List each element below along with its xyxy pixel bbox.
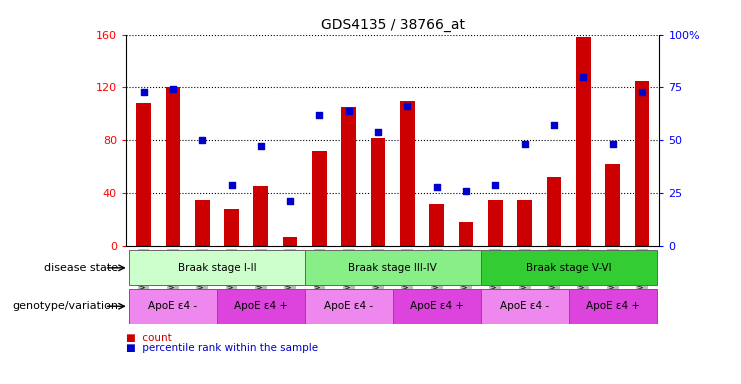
Point [225, 182, 237, 188]
Point [285, 199, 296, 205]
Text: ApoE ε4 +: ApoE ε4 + [410, 301, 464, 311]
Text: genotype/variation: genotype/variation [13, 301, 119, 311]
Point [577, 74, 589, 80]
Text: ApoE ε4 +: ApoE ε4 + [585, 301, 639, 311]
Point [372, 129, 384, 135]
Point [489, 182, 501, 188]
Point [138, 89, 150, 95]
Bar [370, 137, 385, 246]
Text: Braak stage I-II: Braak stage I-II [178, 263, 256, 273]
Bar [547, 177, 561, 246]
Bar [459, 222, 473, 246]
Bar [129, 250, 305, 285]
Point [255, 144, 267, 150]
Text: ■  percentile rank within the sample: ■ percentile rank within the sample [126, 343, 318, 353]
Point [548, 122, 560, 129]
Text: ApoE ε4 -: ApoE ε4 - [500, 301, 549, 311]
Bar [488, 200, 502, 246]
Bar [305, 250, 481, 285]
Bar [393, 289, 481, 324]
Point [431, 184, 442, 190]
Bar [195, 200, 210, 246]
Text: ■  count: ■ count [126, 333, 172, 343]
Text: ApoE ε4 -: ApoE ε4 - [148, 301, 197, 311]
Point [313, 112, 325, 118]
Title: GDS4135 / 38766_at: GDS4135 / 38766_at [321, 18, 465, 32]
Bar [225, 209, 239, 246]
Bar [576, 37, 591, 246]
Text: ApoE ε4 +: ApoE ε4 + [234, 301, 288, 311]
Bar [312, 151, 327, 246]
Point [402, 103, 413, 109]
Text: Braak stage V-VI: Braak stage V-VI [526, 263, 611, 273]
Text: disease state: disease state [44, 263, 119, 273]
Bar [136, 103, 151, 246]
Bar [305, 289, 393, 324]
Bar [481, 250, 657, 285]
Bar [634, 81, 649, 246]
Point [607, 141, 619, 147]
Bar [429, 204, 444, 246]
Bar [481, 289, 568, 324]
Bar [400, 101, 415, 246]
Point [343, 108, 355, 114]
Point [167, 86, 179, 93]
Bar [129, 289, 217, 324]
Text: ApoE ε4 -: ApoE ε4 - [325, 301, 373, 311]
Point [460, 188, 472, 194]
Bar [605, 164, 620, 246]
Bar [342, 107, 356, 246]
Bar [283, 237, 297, 246]
Bar [517, 200, 532, 246]
Point [196, 137, 208, 143]
Bar [568, 289, 657, 324]
Text: Braak stage III-IV: Braak stage III-IV [348, 263, 437, 273]
Bar [217, 289, 305, 324]
Point [636, 89, 648, 95]
Point [519, 141, 531, 147]
Bar [165, 88, 180, 246]
Bar [253, 186, 268, 246]
